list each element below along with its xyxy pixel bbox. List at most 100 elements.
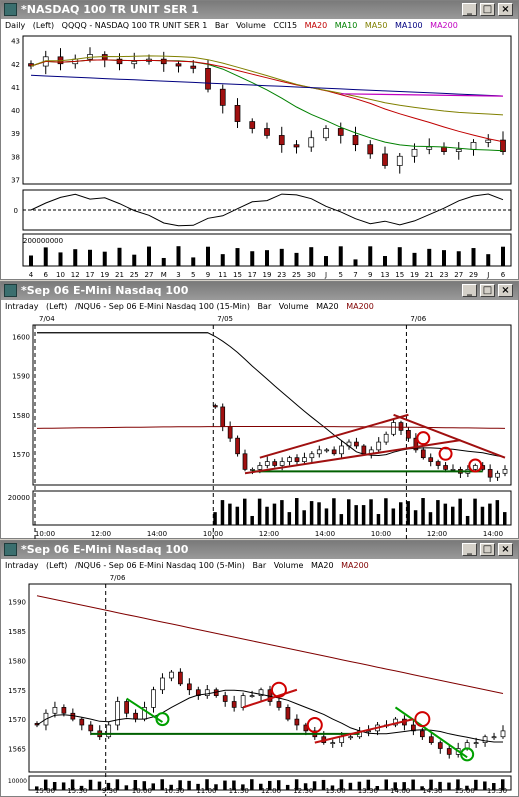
price-bar	[249, 121, 256, 129]
volume-bar	[213, 512, 217, 525]
legend-ma200: MA200	[341, 561, 369, 570]
volume-bar	[178, 780, 182, 790]
window-titlebar[interactable]: *NASDAQ 100 TR UNIT SER 1 _ □ ×	[1, 1, 518, 19]
x-tick-label: 9	[368, 271, 372, 279]
legend-item: Volume	[236, 21, 266, 30]
price-bar	[222, 695, 228, 702]
legend-item: Volume	[278, 302, 309, 311]
legend-ma100: MA100	[394, 21, 423, 30]
volume-bar	[303, 783, 308, 790]
price-bar	[309, 453, 315, 459]
x-tick-label: 12:00	[91, 530, 111, 538]
price-bar	[443, 465, 448, 470]
y-tick-label: 38	[11, 153, 20, 161]
price-panel-frame	[22, 35, 512, 185]
price-bar	[52, 707, 58, 714]
price-chart[interactable]: 1600 1590 1580 1570 7/04 7/05 7/06 20000 10:00 12…	[1, 315, 518, 539]
price-bar	[227, 426, 233, 439]
volume-bar	[243, 498, 247, 525]
highlight-circle	[416, 431, 431, 446]
price-bar	[235, 437, 240, 455]
legend-ma20: MA20	[316, 302, 339, 311]
price-bar	[115, 701, 121, 726]
volume-bar	[369, 499, 373, 525]
price-bar	[294, 718, 300, 726]
volume-bar	[420, 786, 424, 790]
highlight-circle	[414, 711, 431, 728]
price-bar	[419, 730, 425, 738]
legend-ma20: MA20	[304, 21, 328, 30]
session-date-label: 7/05	[217, 315, 233, 323]
price-bar	[428, 736, 434, 743]
close-button[interactable]: ×	[498, 543, 513, 556]
legend-item: Bar	[214, 21, 229, 30]
volume-bar	[43, 247, 48, 266]
legend-item: (Left)	[46, 561, 68, 570]
volume-bar	[339, 514, 344, 525]
volume-bar	[332, 498, 336, 525]
price-bar	[367, 144, 374, 155]
volume-bar	[88, 779, 93, 790]
legend-item: Intraday	[5, 302, 39, 311]
x-tick-label: 12:30	[293, 787, 313, 795]
price-bar	[323, 128, 329, 139]
rising-trendline	[244, 439, 461, 475]
chart-legend: Daily (Left) QQQQ - NASDAQ 100 TR UNIT S…	[5, 21, 463, 33]
window-titlebar[interactable]: *Sep 06 E-Mini Nasdaq 100 _ □ ×	[1, 541, 518, 559]
volume-bar	[456, 251, 461, 266]
window-titlebar[interactable]: *Sep 06 E-Mini Nasdaq 100 _ □ ×	[1, 282, 518, 300]
close-button[interactable]: ×	[498, 3, 513, 16]
volume-bar	[70, 779, 75, 790]
maximize-button[interactable]: □	[480, 543, 495, 556]
volume-bar	[142, 781, 147, 790]
volume-bar	[375, 785, 380, 790]
volume-bar	[169, 784, 173, 790]
volume-bar	[250, 251, 255, 266]
x-tick-label: 13	[381, 271, 390, 279]
maximize-button[interactable]: □	[480, 3, 495, 16]
volume-bar	[250, 515, 254, 525]
price-bar	[428, 457, 434, 462]
x-tick-label: 15:30	[67, 787, 87, 795]
rising-trendline	[314, 718, 414, 744]
minimize-button[interactable]: _	[462, 284, 477, 297]
price-bar	[411, 724, 416, 732]
volume-bar	[187, 780, 191, 790]
close-button[interactable]: ×	[498, 284, 513, 297]
ma200-line	[36, 426, 506, 429]
volume-bar	[442, 250, 446, 266]
volume-bar	[257, 498, 262, 525]
x-tick-label: M	[161, 271, 167, 279]
price-bar	[435, 461, 441, 466]
volume-bar	[317, 502, 321, 525]
volume-bar	[447, 782, 451, 790]
price-bar	[175, 63, 182, 67]
x-tick-label: J	[486, 271, 489, 279]
legend-item: Daily	[5, 21, 26, 30]
volume-bar	[206, 246, 210, 266]
price-bar	[264, 128, 270, 136]
price-bar	[250, 469, 255, 471]
legend-item: /NQU6 - Sep 06 E-Mini Nasdaq 100 (5-Min)	[74, 561, 245, 570]
price-bar	[195, 689, 201, 696]
price-chart[interactable]: 1590 1585 1580 1575 1570 1565 7/06 10000 15:00 15…	[1, 574, 518, 796]
x-tick-label: 10:00	[371, 530, 391, 538]
volume-bar	[265, 506, 269, 525]
x-tick-label: 15	[233, 271, 242, 279]
y-tick-label: 1600	[12, 334, 30, 342]
price-bar	[482, 736, 488, 743]
minimize-button[interactable]: _	[462, 543, 477, 556]
wedge-upper-trendline	[259, 413, 409, 459]
price-bar	[249, 695, 255, 697]
volume-bar	[309, 247, 314, 266]
volume-bar	[465, 785, 469, 790]
volume-bar	[88, 249, 92, 266]
minimize-button[interactable]: _	[462, 3, 477, 16]
price-bar	[219, 88, 226, 106]
volume-bar	[235, 248, 240, 266]
highlight-circle	[270, 681, 287, 698]
maximize-button[interactable]: □	[480, 284, 495, 297]
chart-legend: Intraday (Left) /NQU6 - Sep 06 E-Mini Na…	[5, 302, 379, 314]
price-bar	[287, 457, 292, 462]
